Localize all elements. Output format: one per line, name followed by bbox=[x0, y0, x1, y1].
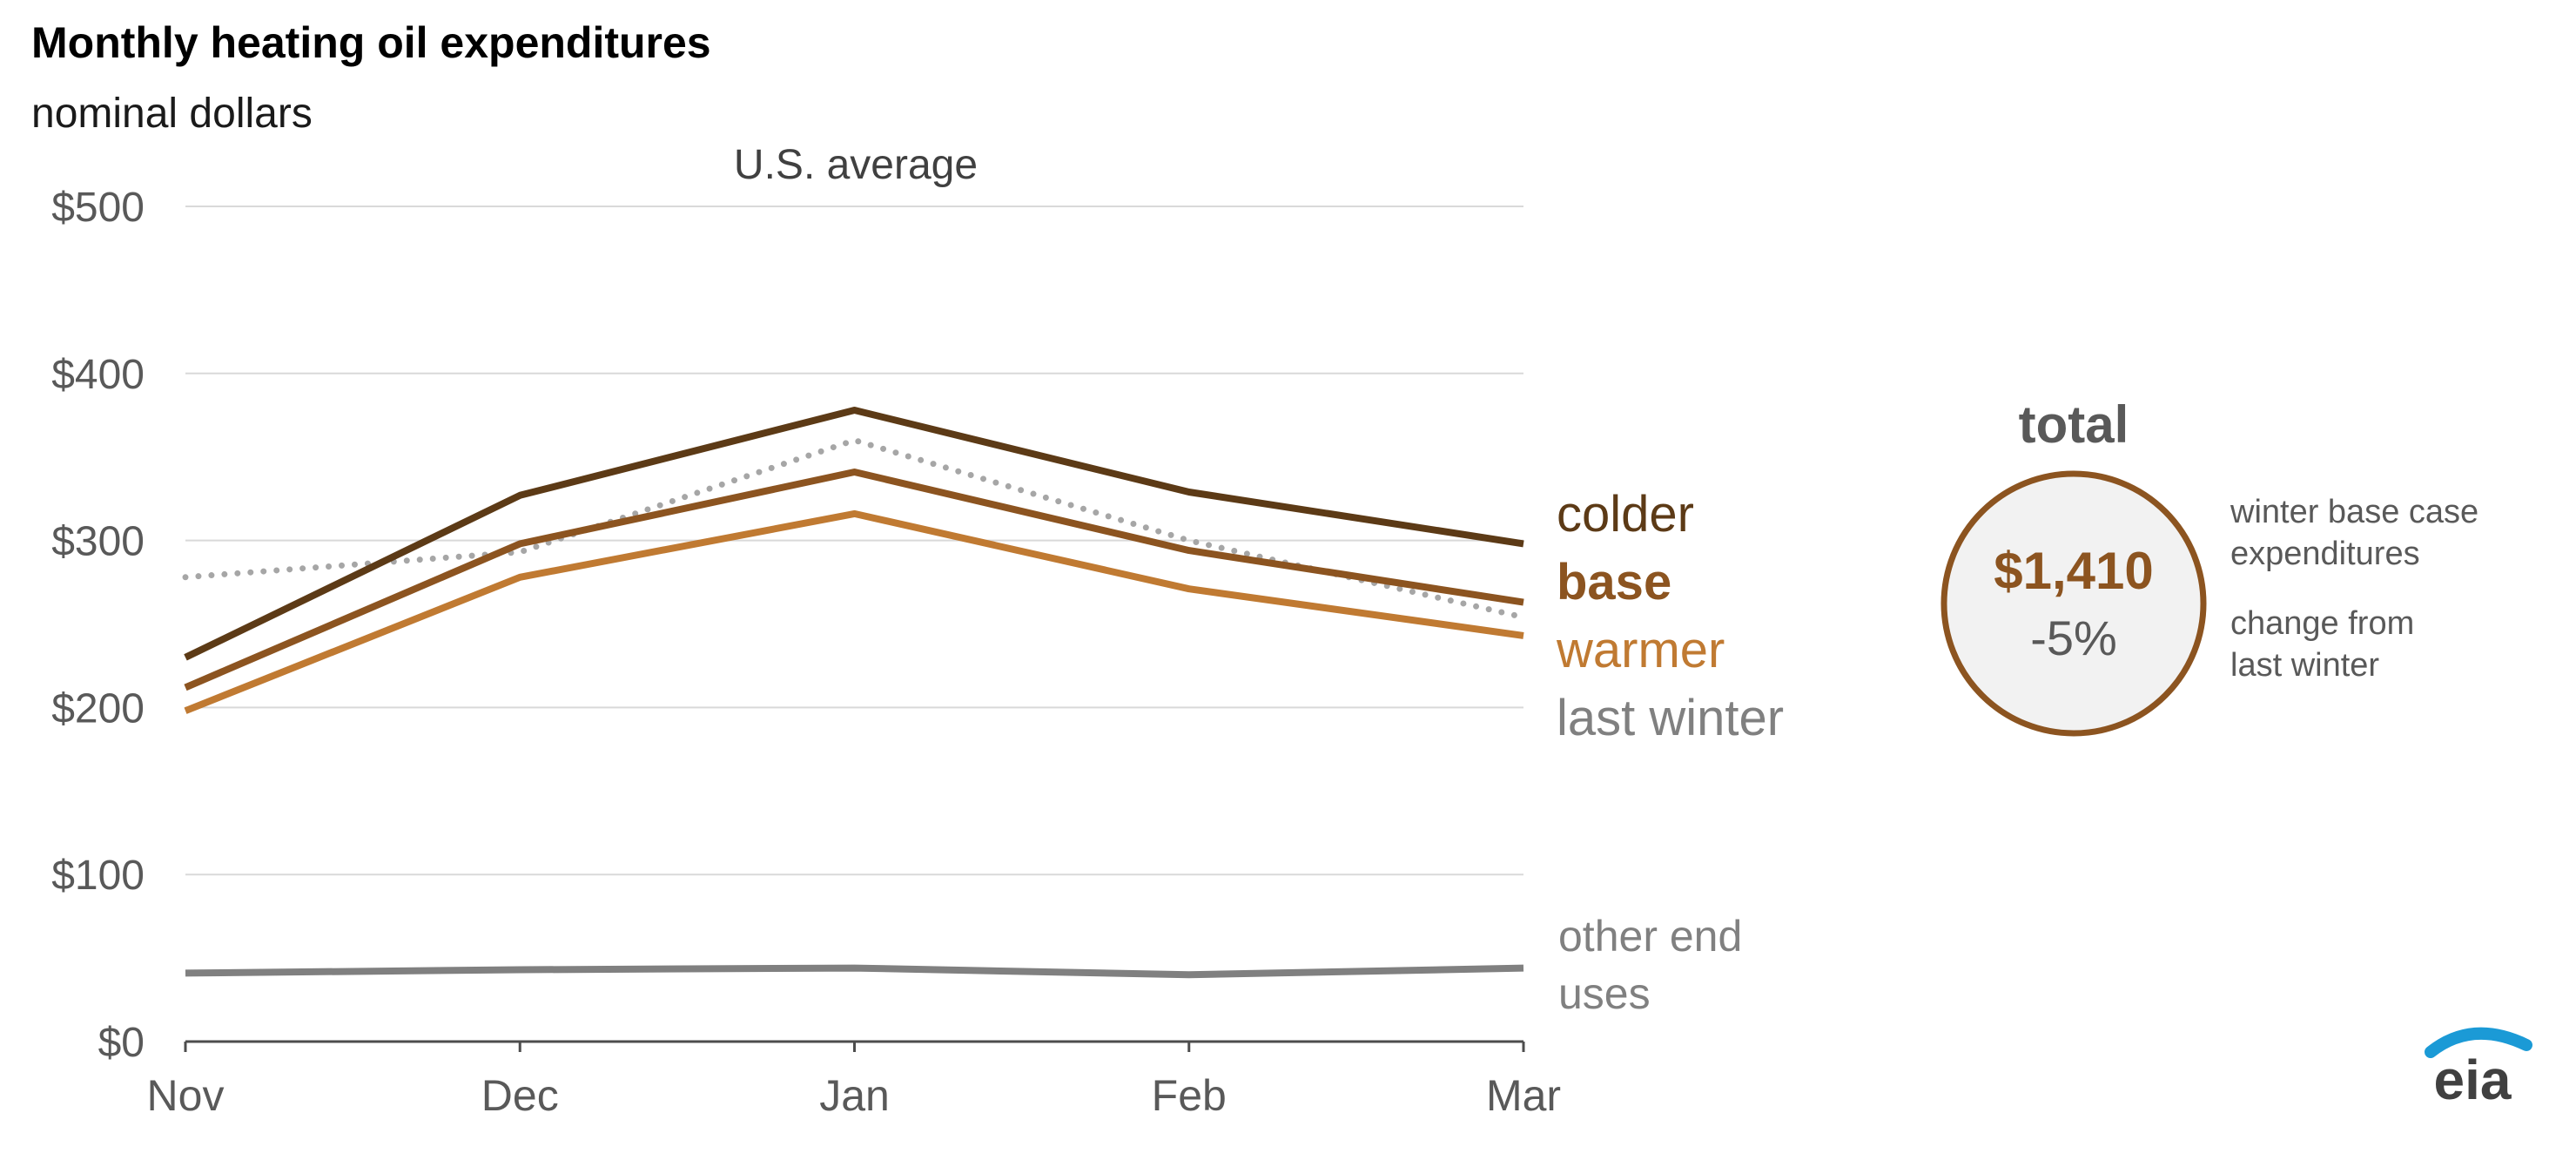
legend-label-base: base bbox=[1557, 554, 1671, 610]
chart-subtitle: nominal dollars bbox=[31, 91, 313, 137]
panel-label: U.S. average bbox=[734, 142, 978, 188]
y-tick-label: $0 bbox=[98, 1020, 145, 1066]
x-tick-label: Feb bbox=[1152, 1071, 1227, 1120]
x-tick-label: Dec bbox=[481, 1071, 559, 1120]
y-tick-label: $500 bbox=[51, 185, 145, 231]
x-axis: Nov Dec Jan Feb Mar bbox=[147, 1040, 1561, 1120]
legend-label-last-winter: last winter bbox=[1557, 690, 1784, 746]
eia-logo: eia bbox=[2425, 1027, 2532, 1111]
total-heading: total bbox=[2019, 395, 2129, 454]
x-tick-label: Nov bbox=[147, 1071, 225, 1120]
x-tick-label: Jan bbox=[819, 1071, 890, 1120]
series-lines bbox=[182, 407, 1527, 979]
y-tick-label: $300 bbox=[51, 519, 145, 565]
change-note-line2: last winter bbox=[2230, 647, 2379, 684]
series-line-last-winter bbox=[182, 437, 1527, 621]
y-tick-label: $400 bbox=[51, 352, 145, 398]
eia-logo-text: eia bbox=[2434, 1049, 2512, 1111]
y-tick-label: $100 bbox=[51, 853, 145, 899]
legend-label-colder: colder bbox=[1557, 486, 1694, 543]
y-axis-ticks: $500 $400 $300 $200 $100 $0 bbox=[51, 185, 145, 1066]
series-line-colder bbox=[184, 407, 1524, 661]
legend-label-warmer: warmer bbox=[1556, 622, 1725, 678]
series-line-warmer bbox=[184, 509, 1524, 714]
x-tick-label: Mar bbox=[1486, 1071, 1561, 1120]
total-change: -5% bbox=[2030, 610, 2117, 665]
chart-title: Monthly heating oil expenditures bbox=[31, 18, 711, 67]
legend-label-other-end-uses-line1: other end bbox=[1558, 912, 1742, 961]
series-line-base bbox=[184, 469, 1524, 691]
amount-note-line2: expenditures bbox=[2230, 536, 2420, 572]
total-amount: $1,410 bbox=[1994, 542, 2154, 600]
grid-lines bbox=[185, 206, 1523, 876]
amount-note-line1: winter base case bbox=[2230, 494, 2478, 530]
legend-label-other-end-uses-line2: uses bbox=[1558, 969, 1651, 1018]
y-tick-label: $200 bbox=[51, 685, 145, 732]
change-note-line1: change from bbox=[2230, 605, 2414, 642]
total-ring bbox=[1940, 470, 2207, 737]
eia-logo-arc bbox=[2425, 1027, 2532, 1058]
series-line-other-end-uses bbox=[185, 964, 1524, 979]
